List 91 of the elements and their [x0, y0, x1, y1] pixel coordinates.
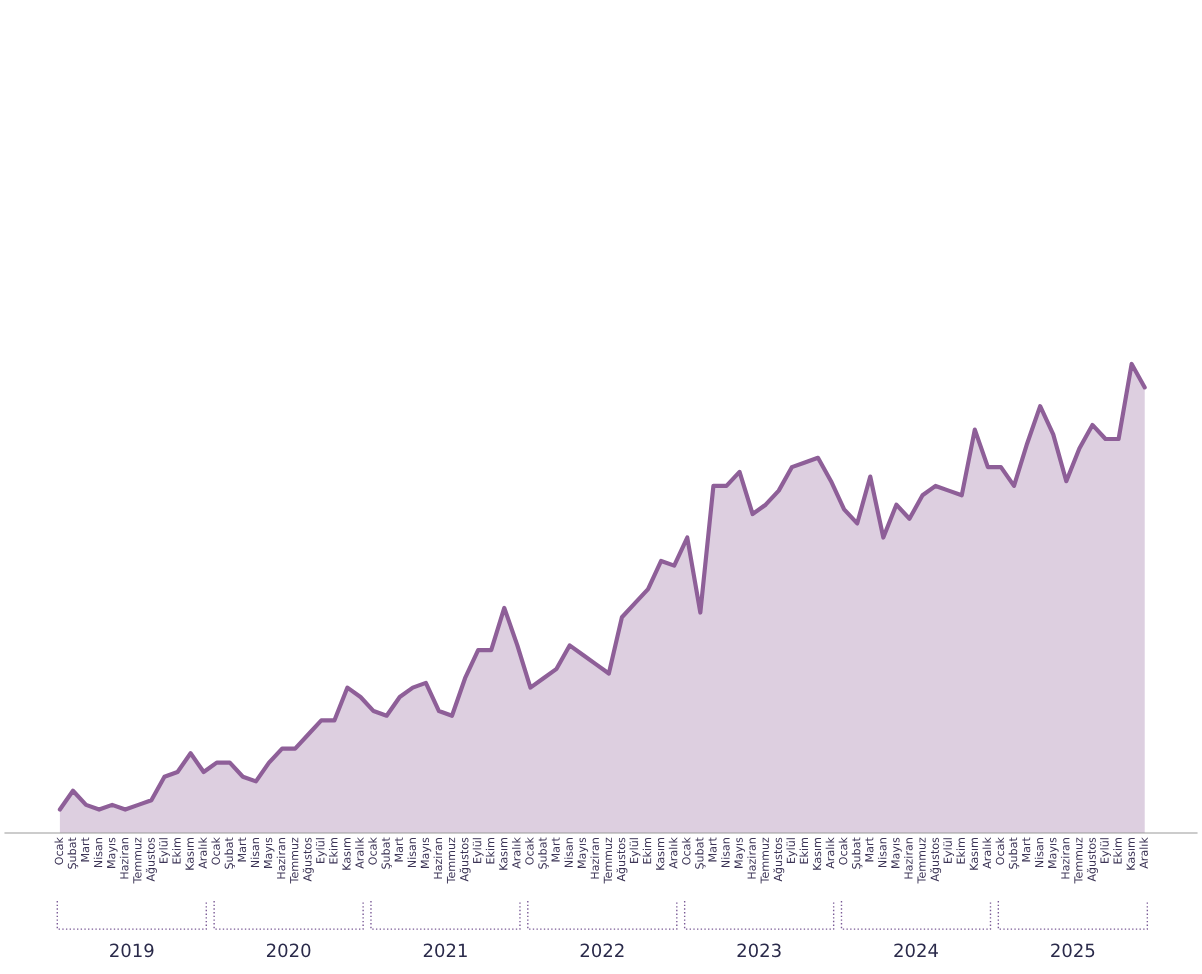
x-tick-label: Kasım [499, 838, 508, 870]
x-tick-label: Şubat [538, 837, 549, 869]
x-tick-label: Ağustos [930, 837, 942, 882]
x-tick-label: Mart [551, 837, 560, 862]
x-tick-label: Ağustos [616, 837, 628, 882]
x-tick-label: Mart [708, 837, 717, 862]
x-tick-label: Nisan [1034, 838, 1044, 868]
x-tick-label: Ocak [211, 837, 220, 865]
x-tick-label: Haziran [276, 838, 286, 879]
x-tick-label: Şubat [381, 837, 392, 869]
x-tick-label: Mayıs [263, 837, 275, 868]
x-tick-label: Şubat [67, 837, 79, 869]
x-tick-label: Ocak [368, 837, 377, 865]
x-tick-label: Haziran [747, 838, 756, 879]
x-tick-label: Şubat [224, 837, 236, 869]
x-tick-label: Ekim [172, 838, 181, 864]
x-tick-label: Nisan [250, 838, 260, 868]
x-tick-label: Ekim [328, 838, 338, 864]
x-tick-label: Ağustos [773, 837, 785, 882]
x-tick-label: Ocak [681, 837, 691, 865]
x-tick-label: Ocak [995, 837, 1005, 865]
x-tick-label: Mart [394, 837, 403, 862]
x-tick-label: Eylül [315, 838, 327, 863]
x-tick-label: Aralık [198, 837, 207, 869]
x-tick-label: Mayıs [1048, 837, 1059, 868]
x-tick-label: Eylül [1100, 838, 1111, 863]
x-tick-label: Aralık [825, 837, 835, 869]
x-tick-label: Temmuz [917, 837, 926, 884]
x-tick-label: Mart [865, 837, 874, 862]
x-tick-label: Ekim [485, 838, 495, 864]
x-tick-label: Mart [1022, 837, 1031, 862]
x-tick-label: Haziran [590, 838, 599, 879]
x-tick-label: Ocak [838, 837, 848, 865]
x-tick-label: Ekim [1113, 838, 1122, 864]
x-tick-label: Mayıs [420, 837, 432, 868]
x-tick-label: Haziran [433, 838, 443, 879]
text: 2019 [110, 943, 154, 958]
x-tick-label: Eylül [629, 838, 641, 863]
x-tick-label: Ağustos [459, 837, 471, 882]
text: 2020 [266, 943, 311, 958]
x-tick-label: Eylül [159, 838, 170, 863]
x-tick-label: Ağustos [145, 837, 157, 882]
x-tick-label: Kasım [656, 838, 665, 870]
x-tick-label: Ocak [525, 837, 534, 865]
text: 2025 [1051, 943, 1095, 958]
x-tick-label: Temmuz [603, 837, 613, 884]
x-tick-label: Ekim [642, 838, 652, 864]
x-tick-label: Nisan [564, 838, 573, 868]
x-tick-label: Ağustos [1086, 837, 1098, 882]
x-tick-label: Kasım [342, 838, 351, 870]
x-tick-label: Mayıs [577, 837, 589, 868]
x-tick-label: Eylül [943, 838, 955, 863]
x-tick-label: Mart [237, 837, 247, 862]
text: 2024 [894, 943, 938, 958]
text: 2022 [580, 943, 624, 958]
x-tick-label: Nisan [721, 838, 730, 868]
x-tick-label: Mart [81, 837, 90, 862]
x-tick-label: Eylül [472, 838, 484, 863]
x-tick-label: Kasım [969, 838, 979, 870]
x-tick-label: Aralık [511, 837, 521, 869]
x-tick-label: Temmuz [1074, 837, 1083, 884]
x-tick-label: Mayıs [891, 837, 902, 868]
x-tick-label: Temmuz [760, 837, 769, 884]
x-tick-label: Kasım [812, 838, 822, 870]
x-tick-label: Kasım [185, 838, 194, 870]
x-tick-label: Şubat [851, 837, 863, 869]
text: 2021 [423, 943, 467, 958]
x-tick-label: Mayıs [107, 837, 118, 868]
x-tick-label: Eylül [786, 838, 798, 863]
x-tick-label: Temmuz [290, 837, 299, 884]
x-tick-label: Temmuz [133, 837, 142, 884]
x-tick-label: Ocak [54, 837, 64, 865]
x-tick-label: Şubat [694, 837, 706, 869]
text: 2023 [737, 943, 781, 958]
x-tick-label: Şubat [1008, 837, 1020, 869]
x-tick-label: Haziran [119, 838, 129, 879]
x-tick-label: Mayıs [734, 837, 745, 868]
x-tick-label: Haziran [1060, 838, 1070, 879]
x-tick-label: Ağustos [302, 837, 314, 882]
x-tick-label: Temmuz [446, 837, 456, 884]
x-tick-label: Aralık [982, 837, 992, 869]
x-tick-label: Aralık [668, 837, 678, 869]
x-tick-label: Kasım [1126, 838, 1135, 870]
x-tick-label: Nisan [93, 838, 103, 868]
x-tick-label: Ekim [799, 838, 808, 864]
x-tick-label: Aralık [1139, 837, 1148, 869]
x-tick-label: Nisan [407, 838, 417, 868]
x-tick-label: Ekim [956, 838, 965, 864]
x-tick-label: Aralık [355, 837, 364, 869]
x-tick-label: Nisan [877, 838, 887, 868]
x-tick-label: Haziran [904, 838, 913, 879]
